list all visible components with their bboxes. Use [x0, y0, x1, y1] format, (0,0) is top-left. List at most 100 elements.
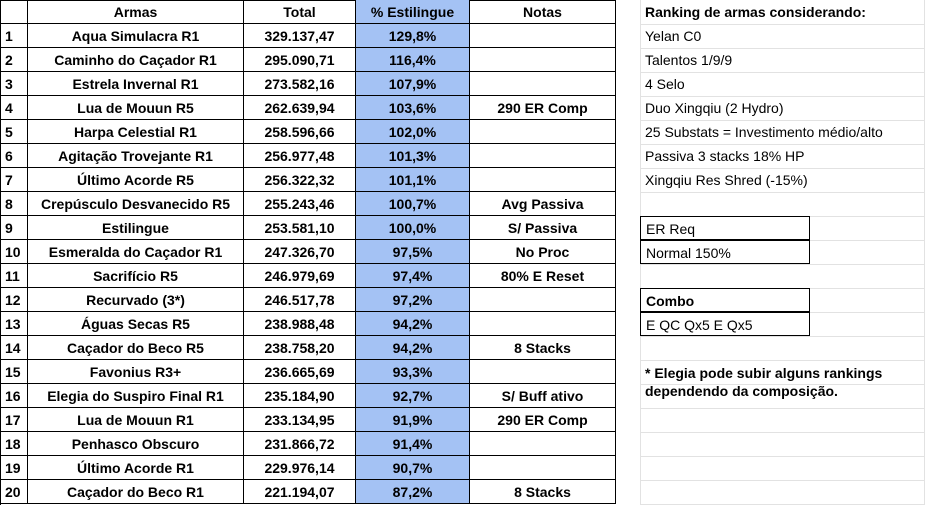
cell-pct[interactable]: 102,0% — [356, 120, 470, 144]
cell-notas[interactable] — [470, 360, 616, 384]
cell-notas[interactable]: S/ Buff ativo — [470, 384, 616, 408]
cell-pct[interactable]: 100,7% — [356, 192, 470, 216]
cell-n[interactable]: 1 — [0, 24, 28, 48]
side-item[interactable]: 25 Substats = Investimento médio/alto — [645, 124, 883, 140]
cell-pct[interactable]: 100,0% — [356, 216, 470, 240]
cell-total[interactable]: 253.581,10 — [244, 216, 356, 240]
combo-value[interactable]: E QC Qx5 E Qx5 — [640, 312, 810, 336]
cell-n[interactable]: 11 — [0, 264, 28, 288]
cell-arma[interactable]: Agitação Trovejante R1 — [28, 144, 244, 168]
side-item[interactable]: Talentos 1/9/9 — [645, 52, 733, 68]
cell-n[interactable]: 18 — [0, 432, 28, 456]
cell-pct[interactable]: 90,7% — [356, 456, 470, 480]
cell-arma[interactable]: Caminho do Caçador R1 — [28, 48, 244, 72]
cell-notas[interactable]: 8 Stacks — [470, 336, 616, 360]
cell-pct[interactable]: 94,2% — [356, 312, 470, 336]
cell-notas[interactable]: 8 Stacks — [470, 480, 616, 504]
cell-pct[interactable]: 91,9% — [356, 408, 470, 432]
cell-pct[interactable]: 92,7% — [356, 384, 470, 408]
cell-notas[interactable]: No Proc — [470, 240, 616, 264]
side-item[interactable]: 4 Selo — [645, 76, 685, 92]
cell-arma[interactable]: Caçador do Beco R1 — [28, 480, 244, 504]
cell-total[interactable]: 221.194,07 — [244, 480, 356, 504]
cell-notas[interactable] — [470, 72, 616, 96]
cell-n[interactable]: 12 — [0, 288, 28, 312]
cell-notas[interactable] — [470, 48, 616, 72]
er-req-label[interactable]: ER Req — [640, 216, 810, 240]
combo-label[interactable]: Combo — [640, 288, 810, 312]
cell-notas[interactable]: 80% E Reset — [470, 264, 616, 288]
side-title[interactable]: Ranking de armas considerando: — [645, 4, 866, 20]
header-pct[interactable]: % Estilingue — [356, 0, 470, 24]
cell-n[interactable]: 13 — [0, 312, 28, 336]
cell-pct[interactable]: 91,4% — [356, 432, 470, 456]
cell-total[interactable]: 256.322,32 — [244, 168, 356, 192]
cell-notas[interactable] — [470, 144, 616, 168]
header-notas[interactable]: Notas — [470, 0, 616, 24]
cell-arma[interactable]: Esmeralda do Caçador R1 — [28, 240, 244, 264]
cell-notas[interactable] — [470, 312, 616, 336]
side-item[interactable]: Duo Xingqiu (2 Hydro) — [645, 100, 784, 116]
cell-pct[interactable]: 101,1% — [356, 168, 470, 192]
cell-arma[interactable]: Favonius R3+ — [28, 360, 244, 384]
cell-notas[interactable] — [470, 24, 616, 48]
cell-n[interactable]: 17 — [0, 408, 28, 432]
cell-arma[interactable]: Águas Secas R5 — [28, 312, 244, 336]
side-item[interactable]: Passiva 3 stacks 18% HP — [645, 148, 805, 164]
cell-n[interactable]: 2 — [0, 48, 28, 72]
cell-arma[interactable]: Lua de Mouun R1 — [28, 408, 244, 432]
cell-arma[interactable]: Caçador do Beco R5 — [28, 336, 244, 360]
cell-arma[interactable]: Recurvado (3*) — [28, 288, 244, 312]
cell-total[interactable]: 238.758,20 — [244, 336, 356, 360]
cell-total[interactable]: 255.243,46 — [244, 192, 356, 216]
cell-pct[interactable]: 93,3% — [356, 360, 470, 384]
cell-total[interactable]: 329.137,47 — [244, 24, 356, 48]
header-total[interactable]: Total — [244, 0, 356, 24]
cell-total[interactable]: 295.090,71 — [244, 48, 356, 72]
cell-arma[interactable]: Aqua Simulacra R1 — [28, 24, 244, 48]
cell-pct[interactable]: 103,6% — [356, 96, 470, 120]
cell-n[interactable]: 6 — [0, 144, 28, 168]
side-item[interactable]: Xingqiu Res Shred (-15%) — [645, 172, 808, 188]
cell-total[interactable]: 229.976,14 — [244, 456, 356, 480]
cell-n[interactable]: 5 — [0, 120, 28, 144]
cell-pct[interactable]: 97,5% — [356, 240, 470, 264]
cell-pct[interactable]: 87,2% — [356, 480, 470, 504]
cell-total[interactable]: 247.326,70 — [244, 240, 356, 264]
cell-pct[interactable]: 97,2% — [356, 288, 470, 312]
cell-total[interactable]: 262.639,94 — [244, 96, 356, 120]
cell-n[interactable]: 16 — [0, 384, 28, 408]
side-item[interactable]: Yelan C0 — [645, 28, 702, 44]
header-arma[interactable]: Armas — [28, 0, 244, 24]
cell-n[interactable]: 7 — [0, 168, 28, 192]
cell-pct[interactable]: 116,4% — [356, 48, 470, 72]
cell-notas[interactable]: Avg Passiva — [470, 192, 616, 216]
cell-arma[interactable]: Elegia do Suspiro Final R1 — [28, 384, 244, 408]
cell-total[interactable]: 246.517,78 — [244, 288, 356, 312]
header-num[interactable] — [0, 0, 28, 24]
cell-notas[interactable] — [470, 288, 616, 312]
cell-n[interactable]: 9 — [0, 216, 28, 240]
cell-notas[interactable] — [470, 432, 616, 456]
cell-total[interactable]: 256.977,48 — [244, 144, 356, 168]
cell-total[interactable]: 258.596,66 — [244, 120, 356, 144]
cell-n[interactable]: 3 — [0, 72, 28, 96]
cell-pct[interactable]: 129,8% — [356, 24, 470, 48]
cell-n[interactable]: 10 — [0, 240, 28, 264]
cell-notas[interactable]: S/ Passiva — [470, 216, 616, 240]
cell-n[interactable]: 19 — [0, 456, 28, 480]
cell-pct[interactable]: 97,4% — [356, 264, 470, 288]
cell-arma[interactable]: Último Acorde R1 — [28, 456, 244, 480]
cell-arma[interactable]: Sacrifício R5 — [28, 264, 244, 288]
cell-n[interactable]: 20 — [0, 480, 28, 504]
cell-arma[interactable]: Penhasco Obscuro — [28, 432, 244, 456]
cell-notas[interactable] — [470, 120, 616, 144]
cell-total[interactable]: 233.134,95 — [244, 408, 356, 432]
cell-arma[interactable]: Estrela Invernal R1 — [28, 72, 244, 96]
cell-total[interactable]: 231.866,72 — [244, 432, 356, 456]
cell-total[interactable]: 235.184,90 — [244, 384, 356, 408]
cell-notas[interactable] — [470, 456, 616, 480]
cell-n[interactable]: 4 — [0, 96, 28, 120]
cell-notas[interactable] — [470, 168, 616, 192]
cell-n[interactable]: 8 — [0, 192, 28, 216]
